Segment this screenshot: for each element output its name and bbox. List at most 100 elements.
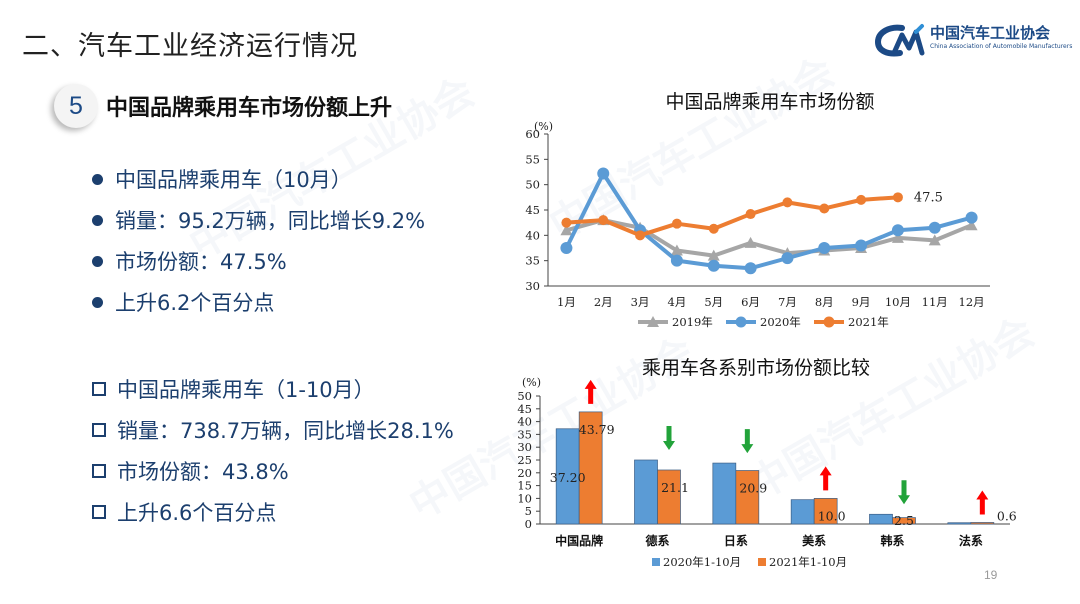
bar	[947, 522, 972, 525]
bullet-dot-icon	[92, 214, 103, 226]
x-tick-label: 美系	[802, 533, 826, 548]
x-tick-label: 2月	[594, 295, 613, 309]
y-tick-label: 50	[517, 389, 532, 403]
y-tick-label: 25	[517, 453, 532, 467]
bullet-square-icon	[92, 505, 106, 519]
series-line	[566, 195, 899, 238]
bar	[970, 522, 995, 525]
data-label: 0.6	[997, 508, 1017, 523]
bullet-square-icon	[92, 423, 106, 437]
y-unit-label: (%)	[534, 120, 553, 133]
data-point	[561, 217, 572, 228]
data-point	[560, 242, 573, 254]
list-item: 上升6.2个百分点	[92, 283, 425, 324]
page-number: 19	[984, 568, 998, 582]
data-point	[818, 242, 831, 254]
y-tick-label: 35	[525, 254, 540, 268]
data-label: 21.1	[661, 480, 689, 495]
chart-title: 中国品牌乘用车市场份额	[665, 91, 874, 113]
data-point	[744, 262, 757, 275]
legend-marker	[735, 316, 747, 328]
series-line	[565, 218, 973, 258]
data-point	[745, 209, 756, 220]
data-point	[670, 254, 683, 267]
data-label: 43.79	[579, 422, 615, 437]
x-tick-label: 8月	[815, 295, 834, 309]
data-point	[744, 236, 757, 248]
data-point	[965, 211, 978, 224]
y-tick-label: 55	[525, 152, 540, 166]
data-label: 2.5	[894, 513, 914, 528]
page-title: 二、汽车工业经济运行情况	[22, 31, 358, 62]
bullet-square-icon	[92, 382, 106, 396]
data-point	[782, 197, 793, 208]
y-tick-label: 30	[517, 440, 532, 454]
x-tick-label: 法系	[959, 533, 983, 548]
bar	[634, 459, 658, 525]
x-tick-label: 韩系	[880, 533, 904, 548]
x-tick-label: 3月	[631, 295, 650, 309]
x-tick-label: 日系	[724, 533, 748, 548]
bullet-dot-icon	[92, 173, 103, 185]
data-point	[707, 259, 720, 272]
list-item: 中国品牌乘用车（10月）	[92, 160, 425, 201]
y-tick-label: 10	[517, 491, 532, 505]
list-item: 市场份额：47.5%	[92, 242, 425, 283]
x-tick-label: 9月	[852, 295, 871, 309]
data-point	[597, 167, 610, 180]
x-tick-label: 12月	[959, 295, 985, 309]
x-tick-label: 11月	[922, 295, 948, 309]
x-tick-label: 4月	[668, 295, 687, 309]
y-tick-label: 40	[517, 415, 532, 429]
y-tick-label: 35	[517, 427, 532, 441]
arrow-down-icon	[663, 426, 675, 450]
data-label: 20.9	[739, 480, 767, 495]
arrow-up-icon	[819, 466, 832, 491]
list-item: 中国品牌乘用车（1-10月）	[92, 370, 454, 411]
y-tick-label: 45	[517, 402, 532, 416]
legend-label: 2021年	[848, 315, 889, 329]
list-item: 市场份额：43.8%	[92, 452, 454, 493]
legend-marker	[823, 316, 835, 328]
list-item: 上升6.6个百分点	[92, 493, 454, 534]
x-tick-label: 6月	[741, 295, 760, 309]
data-point	[598, 215, 609, 226]
logo-name-en: China Association of Automobile Manufact…	[930, 43, 1073, 50]
caam-logo: 中国汽车工业协会 China Association of Automobile…	[872, 20, 1072, 60]
legend-label: 2020年1-10月	[663, 555, 741, 569]
legend-swatch	[652, 558, 660, 566]
data-point	[707, 249, 720, 261]
y-tick-label: 50	[525, 178, 540, 192]
arrow-down-icon	[741, 429, 754, 454]
bullet-dot-icon	[92, 255, 103, 267]
data-point	[708, 223, 719, 234]
data-point	[965, 219, 978, 231]
ytd-bullet-list: 中国品牌乘用车（1-10月） 销量：738.7万辆，同比增长28.1% 市场份额…	[92, 370, 454, 534]
y-tick-label: 15	[517, 479, 532, 493]
bar	[578, 411, 603, 525]
data-point	[928, 234, 941, 246]
y-tick-label: 30	[525, 279, 540, 293]
y-tick-label: 0	[525, 517, 532, 531]
legend-label: 2019年	[672, 315, 713, 329]
arrow-up-icon	[584, 379, 597, 404]
section-title: 中国品牌乘用车市场份额上升	[106, 96, 393, 121]
bar	[813, 498, 838, 525]
data-point	[635, 230, 646, 241]
data-point	[891, 231, 904, 243]
x-tick-label: 1月	[557, 295, 576, 309]
bar	[712, 462, 737, 525]
y-tick-label: 45	[525, 203, 540, 217]
bar	[869, 513, 893, 525]
arrow-up-icon	[976, 490, 989, 515]
bar	[790, 499, 815, 525]
legend-swatch	[758, 558, 766, 566]
data-point	[670, 244, 683, 256]
data-point	[891, 224, 904, 237]
x-tick-label: 德系	[645, 533, 669, 548]
y-unit-label: (%)	[522, 376, 541, 389]
bar	[892, 517, 916, 525]
data-label: 47.5	[914, 190, 943, 205]
bar	[657, 469, 681, 525]
